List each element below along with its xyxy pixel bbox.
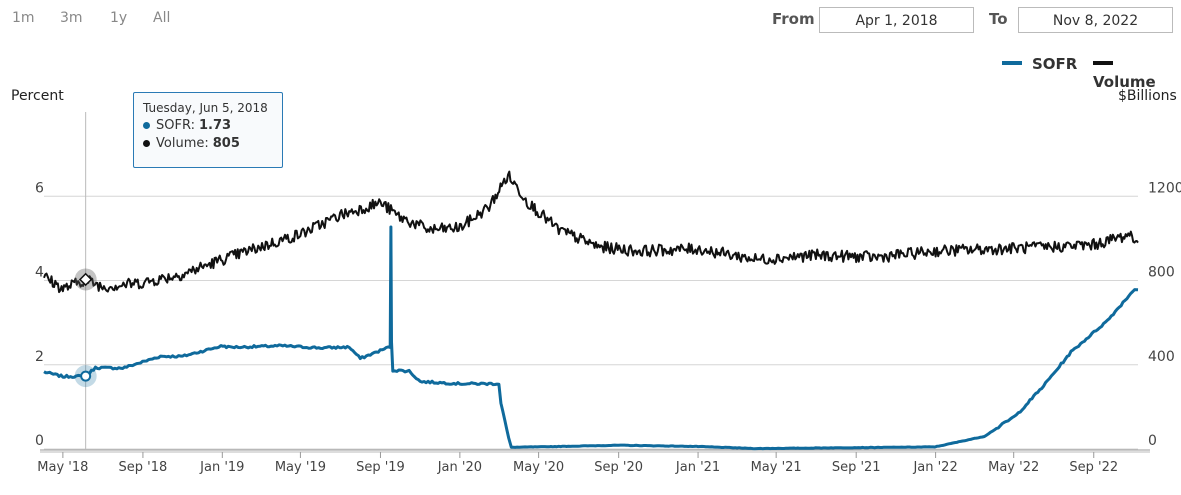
to-label: To: [989, 10, 1008, 28]
x-tick-label: Sep '18: [119, 460, 168, 475]
y-tick-label-right: 800: [1148, 265, 1175, 281]
x-tick-label: Sep '19: [356, 460, 405, 475]
x-tick-label: Sep '20: [594, 460, 643, 475]
y-axis-title-right: $Billions: [1118, 88, 1177, 104]
x-tick-label: May '19: [275, 460, 326, 475]
from-date-input[interactable]: Apr 1, 2018: [819, 7, 974, 33]
legend-label-sofr: SOFR: [1032, 55, 1078, 73]
chart-tooltip: Tuesday, Jun 5, 2018 SOFR: 1.73 Volume: …: [133, 92, 283, 168]
legend-swatch-sofr: [1002, 60, 1022, 65]
y-tick-label-left: 6: [35, 180, 44, 196]
series-lines: [43, 170, 1139, 451]
range-button-1m[interactable]: 1m: [12, 10, 35, 26]
range-button-1y[interactable]: 1y: [110, 10, 128, 26]
legend-swatch-volume: [1093, 60, 1113, 65]
tooltip-date: Tuesday, Jun 5, 2018: [143, 101, 268, 115]
x-tick-label: Jan '21: [675, 460, 720, 475]
y-axis-left: 0 2 4 6: [35, 180, 44, 449]
x-tick-label: Jan '20: [437, 460, 482, 475]
y-tick-label-left: 2: [35, 349, 44, 365]
y-axis-right: 0 400 800 1200: [1148, 180, 1181, 449]
tooltip-dot-volume: [143, 140, 150, 147]
to-date-input[interactable]: Nov 8, 2022: [1018, 7, 1173, 33]
from-label: From: [772, 10, 815, 28]
grid-lines: [44, 195, 1138, 450]
x-tick-label: May '22: [988, 460, 1039, 475]
tooltip-row-volume: Volume: 805: [143, 136, 282, 151]
y-tick-label-right: 0: [1148, 433, 1157, 449]
range-button-3m[interactable]: 3m: [60, 10, 83, 26]
tooltip-value-sofr: 1.73: [198, 118, 232, 133]
y-tick-label-left: 0: [35, 433, 44, 449]
x-tick-label: Sep '21: [832, 460, 881, 475]
legend-item-sofr[interactable]: SOFR: [1002, 55, 1077, 73]
x-tick-label: Sep '22: [1069, 460, 1118, 475]
legend-label-volume: Volume: [1093, 73, 1156, 91]
hover-marker-sofr: [80, 370, 92, 382]
x-tick-label: May '21: [751, 460, 802, 475]
x-tick-label: May '20: [513, 460, 564, 475]
tooltip-label-volume: Volume:: [156, 136, 209, 151]
series-line-sofr: [43, 225, 1139, 451]
tooltip-value-volume: 805: [212, 136, 240, 151]
y-tick-label-right: 1200: [1148, 180, 1181, 196]
x-tick-label: Jan '19: [199, 460, 244, 475]
tooltip-label-sofr: SOFR:: [156, 118, 195, 133]
series-line-volume: [43, 170, 1139, 294]
x-tick-label: Jan '22: [912, 460, 957, 475]
range-button-all[interactable]: All: [153, 10, 171, 26]
legend-item-volume[interactable]: Volume: [1093, 55, 1181, 91]
tooltip-dot-sofr: [143, 122, 150, 129]
x-axis: May '18 Sep '18 Jan '19 May '19 Sep '19 Jan '…: [37, 449, 1150, 475]
x-tick-label: May '18: [37, 460, 88, 475]
hover-markers: [74, 268, 97, 388]
hover-marker-volume: [78, 272, 93, 287]
y-axis-title-left: Percent: [11, 88, 64, 104]
y-tick-label-left: 4: [35, 265, 44, 281]
y-tick-label-right: 400: [1148, 349, 1175, 365]
tooltip-row-sofr: SOFR: 1.73: [143, 118, 282, 133]
